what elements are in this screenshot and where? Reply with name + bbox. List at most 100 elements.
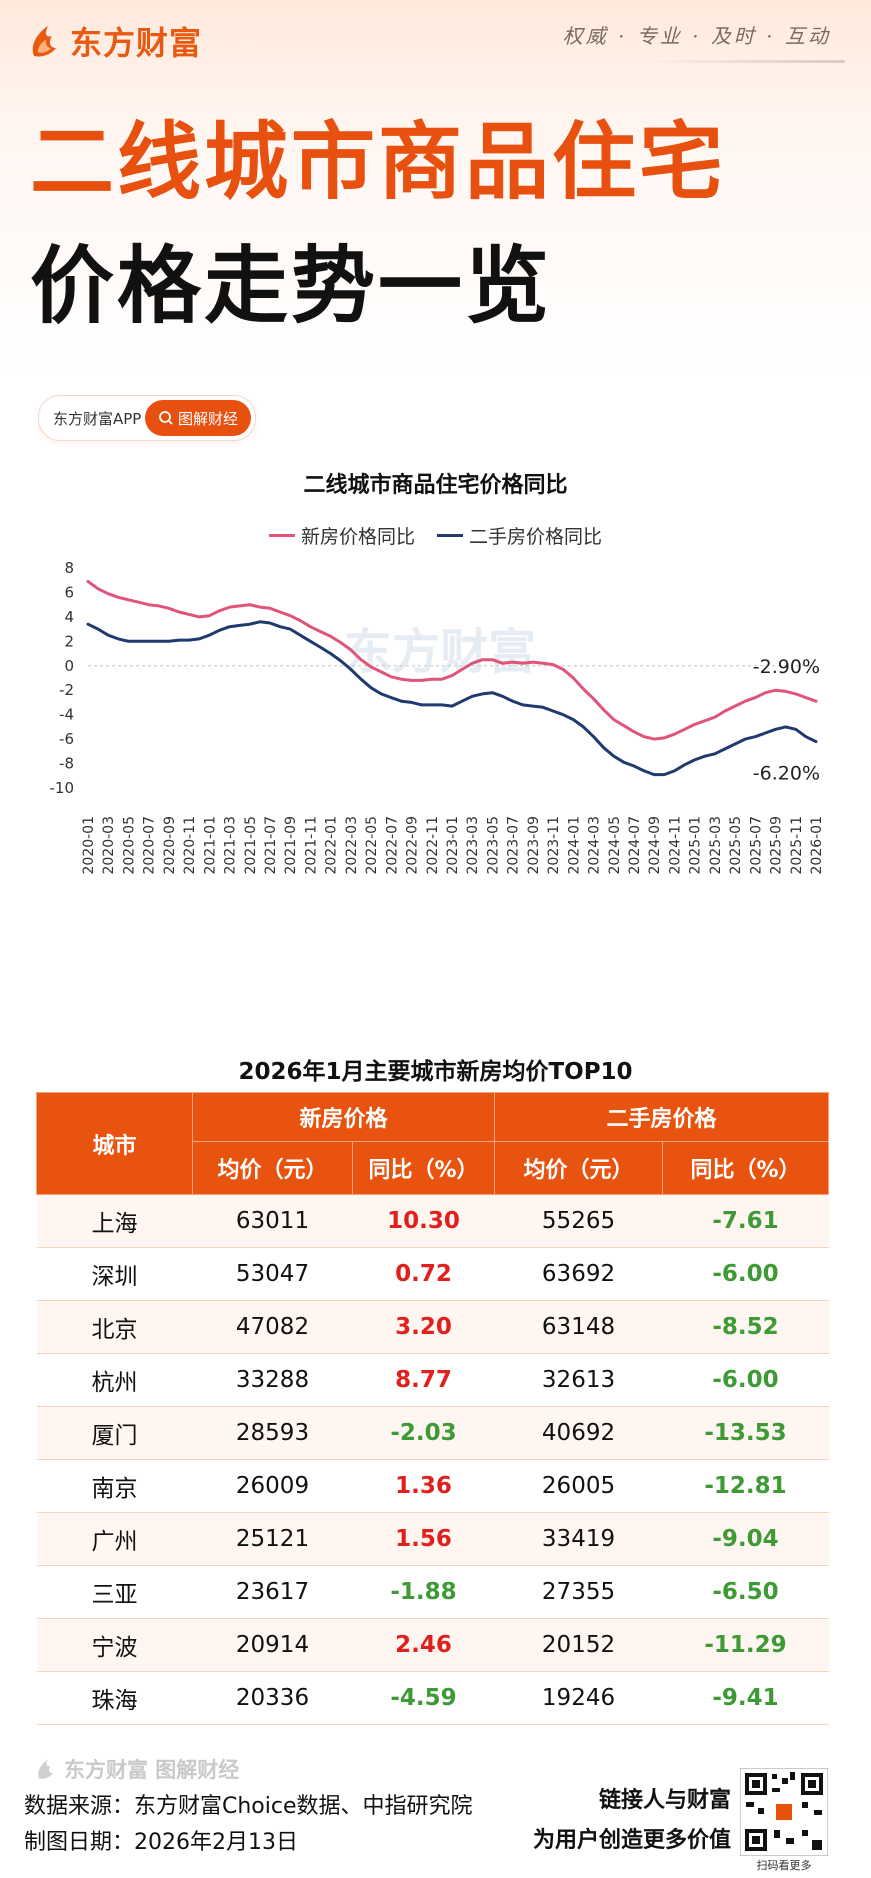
brand-slogan: 权威 · 专业 · 及时 · 互动	[562, 24, 831, 48]
second-yoy-cell: -11.29	[662, 1618, 829, 1672]
second-price-cell: 20152	[494, 1618, 663, 1672]
second-price-cell: 40692	[494, 1406, 663, 1460]
x-tick-label: 2025-09	[769, 816, 785, 875]
new-yoy-cell: -1.88	[352, 1565, 495, 1619]
x-tick-label: 2023-11	[546, 816, 562, 875]
x-tick-label: 2021-07	[263, 816, 279, 875]
tag-button[interactable]: 图解财经	[145, 400, 251, 436]
new-yoy-cell: 2.46	[352, 1618, 495, 1672]
x-tick-label: 2021-03	[223, 816, 239, 875]
new-yoy-cell: 1.36	[352, 1459, 495, 1513]
x-tick-label: 2022-11	[425, 816, 441, 875]
slogan-underline	[645, 60, 845, 63]
x-axis: 2020-01 2020-03 2020-05 2020-07 2020-09 2020-…	[81, 816, 825, 875]
new-yoy-cell: 8.77	[352, 1353, 495, 1407]
y-tick-label: 2	[64, 632, 74, 650]
legend-item-new: 新房价格同比	[268, 522, 415, 549]
second-yoy-cell: -8.52	[662, 1300, 829, 1354]
new-price-cell: 47082	[192, 1300, 353, 1354]
new-yoy-cell: 0.72	[352, 1247, 495, 1301]
x-tick-label: 2024-05	[607, 816, 623, 875]
series-line-second	[86, 620, 818, 777]
table-title: 2026年1月主要城市新房均价TOP10	[238, 1059, 633, 1085]
search-icon	[159, 411, 173, 425]
x-tick-label: 2025-11	[789, 816, 805, 875]
header-city: 城市	[36, 1092, 193, 1195]
city-price-table: 城市 新房价格 二手房价格 均价（元） 同比（%） 均价（元） 同比（%） 上海…	[36, 1092, 830, 1725]
new-price-cell: 20914	[192, 1618, 353, 1672]
x-tick-label: 2024-01	[566, 816, 582, 875]
x-tick-label: 2020-01	[81, 816, 97, 875]
second-yoy-cell: -9.41	[662, 1671, 829, 1725]
legend-label-second: 二手房价格同比	[469, 526, 603, 548]
legend-label-new: 新房价格同比	[300, 526, 415, 548]
x-tick-label: 2022-09	[405, 816, 421, 875]
y-tick-label: -4	[59, 706, 74, 724]
table-row: 珠海 20336 -4.59 19246 -9.41	[36, 1671, 829, 1725]
city-cell: 厦门	[36, 1406, 193, 1460]
second-yoy-cell: -13.53	[662, 1406, 829, 1460]
new-price-cell: 63011	[192, 1194, 353, 1248]
legend-item-second: 二手房价格同比	[437, 522, 602, 549]
new-yoy-cell: -2.03	[352, 1406, 495, 1460]
page-title-line2: 价格走势一览	[30, 237, 553, 335]
brand-name: 东方财富	[70, 24, 203, 62]
second-yoy-cell: -6.50	[662, 1565, 829, 1619]
city-cell: 杭州	[36, 1353, 193, 1407]
legend-swatch-new	[268, 534, 295, 537]
table-row: 杭州 33288 8.77 32613 -6.00	[36, 1353, 829, 1407]
series-line-new	[86, 579, 818, 741]
header-new-group: 新房价格	[191, 1092, 496, 1142]
x-tick-label: 2020-05	[121, 816, 137, 875]
x-tick-label: 2023-05	[485, 816, 501, 875]
second-yoy-cell: -6.00	[662, 1353, 829, 1407]
chart-watermark: 东方财富	[344, 624, 536, 680]
tag-label: 图解财经	[177, 409, 238, 428]
new-price-cell: 53047	[192, 1247, 353, 1301]
x-tick-label: 2025-05	[728, 816, 744, 875]
new-price-cell: 28593	[192, 1406, 353, 1460]
app-name: 东方财富APP	[53, 410, 142, 428]
x-tick-label: 2025-01	[688, 816, 704, 875]
x-tick-label: 2024-09	[647, 816, 663, 875]
table-row: 北京 47082 3.20 63148 -8.52	[36, 1300, 829, 1354]
city-cell: 深圳	[36, 1247, 193, 1301]
footer-logo: 东方财富 图解财经	[34, 1754, 239, 1784]
end-label-new: -2.90%	[753, 656, 820, 678]
new-yoy-cell: -4.59	[352, 1671, 495, 1725]
app-pill[interactable]: 东方财富APP 图解财经	[38, 395, 256, 441]
second-price-cell: 63692	[494, 1247, 663, 1301]
table-row: 宁波 20914 2.46 20152 -11.29	[36, 1618, 829, 1672]
chart-legend: 新房价格同比 二手房价格同比	[0, 520, 871, 549]
y-axis: 8 6 4 2 0 -2 -4 -6 -8 -10	[50, 559, 75, 797]
x-tick-label: 2022-03	[344, 816, 360, 875]
x-tick-label: 2022-01	[324, 816, 340, 875]
new-price-cell: 25121	[192, 1512, 353, 1566]
y-tick-label: -6	[59, 730, 74, 748]
second-price-cell: 55265	[494, 1194, 663, 1248]
city-cell: 北京	[36, 1300, 193, 1354]
new-price-cell: 20336	[192, 1671, 353, 1725]
data-source: 数据来源：东方财富Choice数据、中指研究院	[24, 1794, 473, 1819]
qr-code-icon[interactable]	[740, 1768, 828, 1856]
chart-date: 制图日期：2026年2月13日	[24, 1830, 298, 1855]
y-tick-label: 4	[64, 608, 74, 626]
new-yoy-cell: 3.20	[352, 1300, 495, 1354]
city-cell: 广州	[36, 1512, 193, 1566]
second-yoy-cell: -7.61	[662, 1194, 829, 1248]
x-tick-label: 2023-09	[526, 816, 542, 875]
end-label-second: -6.20%	[753, 763, 820, 785]
flame-logo-icon	[32, 26, 56, 57]
x-tick-label: 2022-05	[364, 816, 380, 875]
header-new-yoy: 同比（%）	[351, 1141, 496, 1195]
y-tick-label: 6	[64, 583, 74, 601]
city-cell: 珠海	[36, 1671, 193, 1725]
city-cell: 南京	[36, 1459, 193, 1513]
brand-logo: 东方财富	[26, 18, 202, 64]
x-tick-label: 2022-07	[384, 816, 400, 875]
header-second-price: 均价（元）	[494, 1141, 664, 1195]
table-row: 广州 25121 1.56 33419 -9.04	[36, 1512, 829, 1566]
new-price-cell: 23617	[192, 1565, 353, 1619]
second-price-cell: 19246	[494, 1671, 663, 1725]
